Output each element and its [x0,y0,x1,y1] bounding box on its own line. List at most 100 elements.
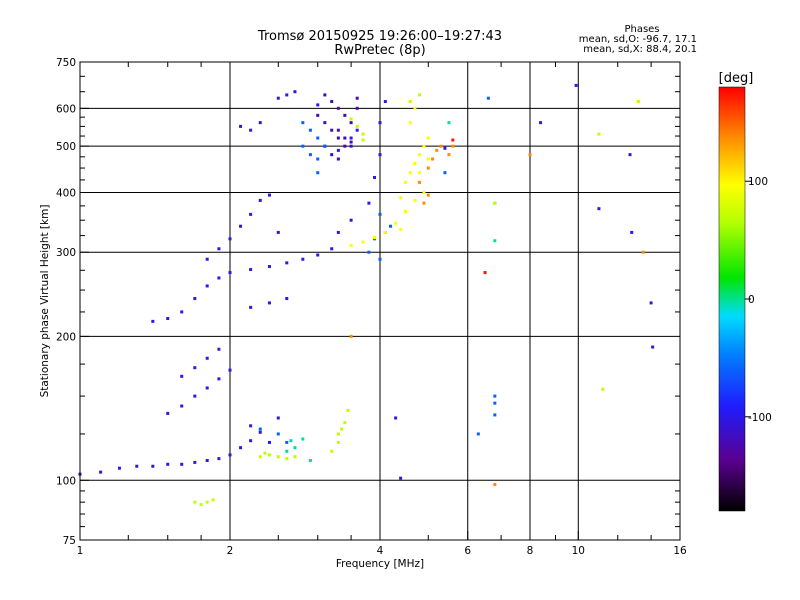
data-point [439,144,443,148]
data-point [651,345,655,349]
data-point [276,432,280,436]
colorbar-tick-label: -100 [748,412,772,424]
data-point [239,124,243,128]
data-point [285,261,289,265]
data-point [316,136,320,140]
data-point [336,136,340,140]
data-point [258,427,262,431]
data-point [330,247,334,251]
data-point [408,121,412,125]
data-point [336,432,340,436]
data-point [378,153,382,157]
data-point [451,144,455,148]
data-point [205,500,209,504]
data-point [493,201,497,205]
x-tick-label: 2 [227,545,234,557]
data-point [239,446,243,450]
y-tick-label: 400 [56,187,76,199]
data-point [135,464,139,468]
data-point [431,157,435,161]
data-point [476,432,480,436]
data-point [217,457,221,461]
data-point [276,96,280,100]
data-point [205,458,209,462]
y-axis-label: Stationary phase Virtual Height [km] [39,205,51,398]
data-point [426,166,430,170]
data-point [217,276,221,280]
data-point [228,368,232,372]
data-point [417,153,421,157]
data-point [199,502,203,506]
x-tick-label: 8 [527,545,534,557]
data-point [151,319,155,323]
data-point [426,157,430,161]
data-point [413,198,417,202]
data-point [361,132,365,136]
data-point [349,136,353,140]
data-point [355,96,359,100]
data-point [349,140,353,144]
data-point [426,193,430,197]
data-point [649,301,653,305]
data-point [399,476,403,480]
data-point [493,482,497,486]
y-tick-label: 75 [63,535,76,547]
data-point [193,366,197,370]
data-point [151,464,155,468]
data-point [378,257,382,261]
data-point [408,100,412,104]
data-point [308,153,312,157]
data-point [628,153,632,157]
data-point [486,96,490,100]
data-point [117,466,121,470]
data-point [403,210,407,214]
data-point [249,268,253,272]
data-point [361,240,365,244]
data-point [285,93,289,97]
x-tick-label: 1 [77,545,84,557]
data-point [301,437,305,441]
data-point [343,144,347,148]
data-point [451,138,455,142]
x-tick-label: 6 [464,545,471,557]
data-point [263,451,267,455]
colorbar-tick-label: 0 [748,294,755,306]
colorbar-label: [deg] [719,71,754,86]
data-point [316,113,320,117]
data-point [308,458,312,462]
data-point [367,201,371,205]
data-point [301,121,305,125]
data-point [285,449,289,453]
data-point [228,237,232,241]
data-point [293,455,297,459]
data-point [323,144,327,148]
data-point [349,117,353,121]
data-point [276,416,280,420]
y-tick-label: 750 [56,57,76,69]
data-point [205,386,209,390]
y-tick-label: 200 [56,331,76,343]
data-point [285,457,289,461]
x-axis-label: Frequency [MHz] [336,558,424,570]
data-point [323,93,327,97]
data-point [217,377,221,381]
data-point [394,221,398,225]
data-point [408,171,412,175]
data-point [193,500,197,504]
data-point [301,257,305,261]
data-point [267,453,271,457]
data-point [249,128,253,132]
data-point [285,297,289,301]
legend-line-o: mean, sd,O: -96.7, 17.1 [579,34,697,45]
data-point [355,124,359,128]
data-point [422,144,426,148]
data-point [316,171,320,175]
data-point [601,387,605,391]
data-point [316,253,320,257]
grid-lines [80,62,680,540]
data-point [361,138,365,142]
data-point [99,470,103,474]
data-point [383,230,387,234]
data-point [378,121,382,125]
